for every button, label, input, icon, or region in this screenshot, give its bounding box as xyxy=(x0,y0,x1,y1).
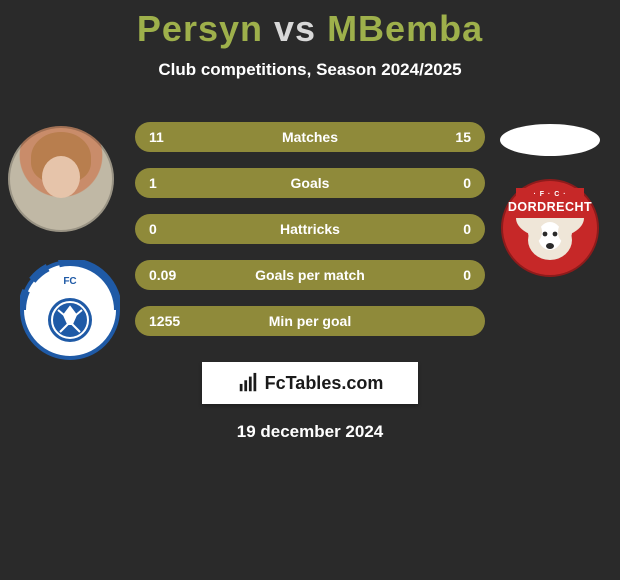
stat-left-value: 0 xyxy=(149,221,209,237)
player2-avatar-placeholder xyxy=(500,124,600,156)
stat-right-value: 0 xyxy=(411,221,471,237)
svg-text:FC: FC xyxy=(63,276,76,287)
stat-left-value: 1 xyxy=(149,175,209,191)
player1-club-crest: FC xyxy=(20,260,120,360)
svg-text:DORDRECHT: DORDRECHT xyxy=(508,200,592,214)
stat-left-value: 0.09 xyxy=(149,267,209,283)
stat-left-value: 11 xyxy=(149,129,209,145)
comparison-date: 19 december 2024 xyxy=(0,422,620,442)
stat-row: 0 Hattricks 0 xyxy=(135,214,485,244)
stat-right-value: 0 xyxy=(411,267,471,283)
stat-row: 11 Matches 15 xyxy=(135,122,485,152)
stat-right-value: 0 xyxy=(411,175,471,191)
title-vs: vs xyxy=(274,8,316,49)
player2-club-crest: · F · C · DORDRECHT xyxy=(500,178,600,278)
comparison-title: Persyn vs MBemba xyxy=(0,0,620,50)
stat-label: Hattricks xyxy=(209,221,411,237)
svg-text:· F · C ·: · F · C · xyxy=(533,191,566,198)
stat-label: Goals per match xyxy=(209,267,411,283)
stat-row: 1 Goals 0 xyxy=(135,168,485,198)
brand-text: FcTables.com xyxy=(265,373,384,394)
stat-label: Matches xyxy=(209,129,411,145)
player1-name: Persyn xyxy=(137,8,263,49)
stat-row: 0.09 Goals per match 0 xyxy=(135,260,485,290)
stat-label: Goals xyxy=(209,175,411,191)
player2-name: MBemba xyxy=(327,8,483,49)
stat-right-value: 15 xyxy=(411,129,471,145)
brand-badge[interactable]: FcTables.com xyxy=(202,362,418,404)
bar-chart-icon xyxy=(237,372,259,394)
subtitle: Club competitions, Season 2024/2025 xyxy=(0,60,620,80)
stat-row: 1255 Min per goal xyxy=(135,306,485,336)
stat-left-value: 1255 xyxy=(149,313,209,329)
player1-avatar xyxy=(8,126,114,232)
stat-label: Min per goal xyxy=(209,313,411,329)
